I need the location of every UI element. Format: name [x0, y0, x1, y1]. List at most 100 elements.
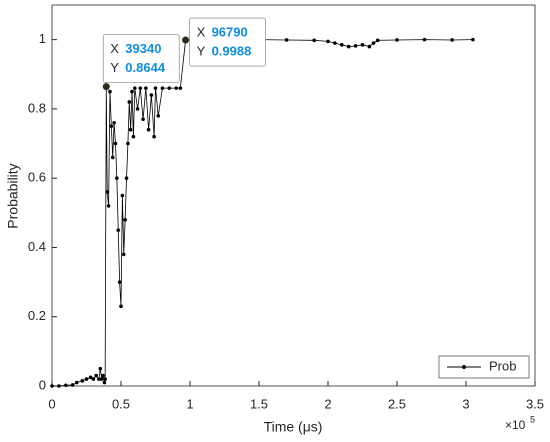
datatip-y-value: 0.9988: [212, 43, 252, 58]
marker: [120, 193, 125, 198]
marker: [57, 384, 61, 388]
marker: [112, 120, 116, 125]
x-tick-label: 0: [48, 396, 55, 411]
marker: [333, 41, 337, 45]
marker: [75, 380, 79, 385]
datatip-y-label: Y: [110, 60, 119, 75]
datatip-x-value: 39340: [125, 41, 161, 56]
marker: [109, 124, 114, 129]
marker: [99, 377, 104, 381]
marker: [141, 117, 145, 122]
marker: [375, 38, 380, 43]
marker: [88, 375, 93, 380]
datatip-y-value: 0.8644: [125, 60, 166, 75]
marker: [119, 304, 123, 309]
y-tick-label: 0.2: [28, 308, 46, 323]
marker: [130, 89, 134, 94]
x-tick-label: 2.5: [388, 396, 406, 411]
legend-box: [438, 355, 530, 379]
datatip-box: [102, 34, 180, 84]
x-axis-label: Time (μs): [264, 419, 323, 435]
marker: [105, 190, 109, 194]
marker: [124, 176, 129, 180]
marker: [127, 100, 132, 104]
marker: [326, 39, 330, 44]
marker: [312, 38, 317, 43]
x-tick-label: 1.5: [250, 396, 268, 411]
datatip-y-label: Y: [197, 43, 206, 58]
x-tick-label: 3: [462, 396, 469, 411]
marker: [346, 44, 351, 49]
marker: [106, 204, 111, 208]
marker: [178, 86, 183, 90]
datatip: X 39340 Y 0.8644: [102, 34, 180, 91]
marker: [471, 37, 475, 42]
marker: [450, 38, 455, 42]
marker: [70, 383, 75, 387]
marker: [113, 141, 118, 146]
marker: [108, 89, 112, 94]
marker: [98, 366, 103, 371]
y-tick-label: 0.4: [28, 239, 46, 254]
marker: [103, 377, 107, 381]
marker: [353, 44, 358, 48]
marker: [117, 280, 122, 284]
marker: [50, 384, 54, 388]
marker: [80, 379, 85, 383]
datatip-point: [102, 83, 110, 91]
marker: [144, 86, 148, 90]
marker: [123, 217, 127, 222]
marker: [146, 127, 151, 132]
y-tick-label: 0.6: [28, 170, 46, 185]
legend-label: Prob: [489, 358, 516, 373]
y-tick-label: 0: [39, 377, 46, 392]
marker: [115, 176, 119, 180]
marker: [94, 373, 98, 378]
y-tick-label: 1: [39, 31, 46, 46]
datatip-point: [182, 36, 190, 44]
marker: [135, 107, 140, 111]
marker: [138, 86, 143, 90]
marker: [84, 377, 89, 381]
datatip-x-value: 96790: [212, 24, 248, 39]
line: [52, 39, 473, 387]
marker: [395, 38, 399, 42]
x-tick-label: 3.5: [526, 396, 544, 411]
legend-marker: [462, 365, 466, 369]
y-tick-label: 0.8: [28, 100, 46, 115]
marker: [284, 38, 289, 42]
marker: [128, 127, 133, 132]
marker: [152, 134, 156, 139]
marker: [360, 43, 365, 47]
x-tick-label: 2: [324, 396, 331, 411]
x-tick-label: 1: [186, 396, 193, 411]
marker: [133, 86, 137, 90]
y-axis-label: Probability: [5, 163, 21, 228]
marker: [97, 377, 101, 381]
marker: [153, 86, 158, 90]
marker: [110, 155, 115, 160]
marker: [102, 380, 107, 385]
marker: [64, 383, 68, 388]
marker: [340, 43, 344, 47]
marker: [121, 252, 126, 257]
marker: [116, 228, 121, 232]
marker: [156, 114, 161, 118]
marker: [160, 86, 165, 90]
marker: [126, 141, 130, 146]
marker: [167, 86, 172, 90]
marker: [91, 377, 96, 381]
x-exponent-power: 5: [530, 414, 535, 424]
marker: [367, 44, 372, 49]
datatip-box: [189, 17, 266, 67]
marker: [101, 373, 105, 378]
datatip-x-label: X: [110, 41, 119, 56]
datatip: X 96790 Y 0.9988: [182, 17, 266, 67]
datatip-x-label: X: [197, 24, 206, 39]
marker: [149, 93, 154, 97]
marker: [174, 86, 178, 90]
x-exponent-base: ×10: [505, 418, 526, 432]
marker: [422, 37, 427, 42]
x-tick-label: 0.5: [112, 396, 130, 411]
